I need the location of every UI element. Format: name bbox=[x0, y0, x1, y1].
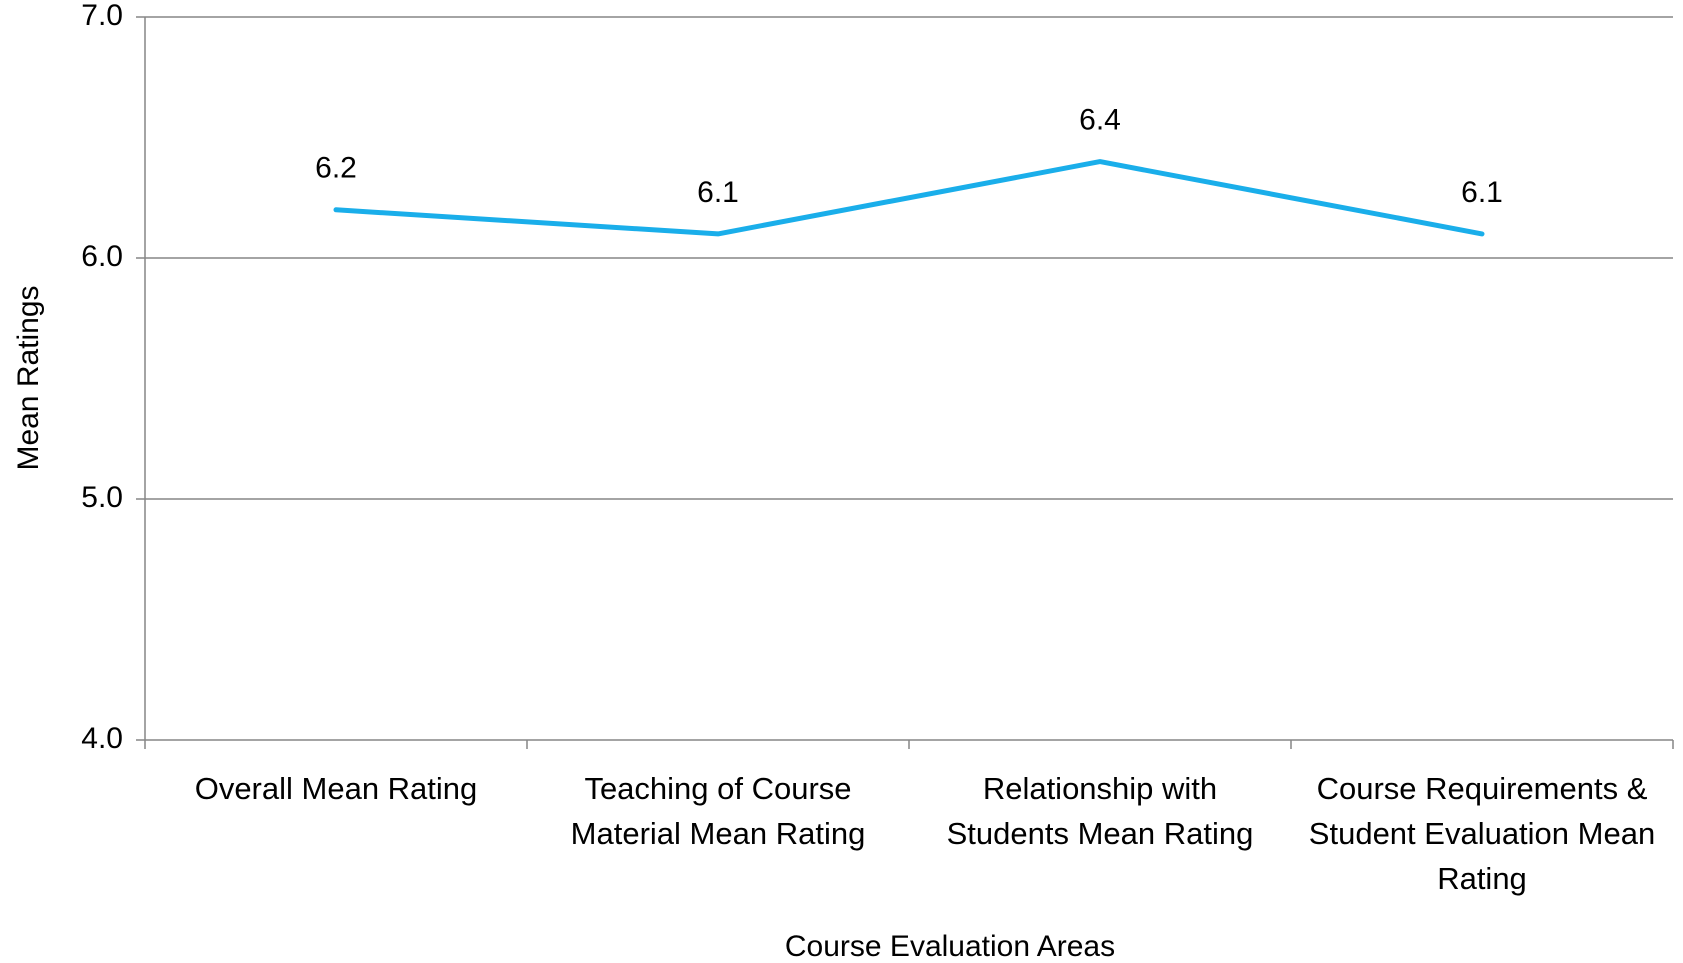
y-tick-label: 4.0 bbox=[81, 722, 123, 755]
y-tick-label: 6.0 bbox=[81, 240, 123, 273]
x-tick-label: Overall Mean Rating bbox=[194, 771, 478, 806]
data-label: 6.4 bbox=[1079, 104, 1121, 137]
y-tick-label: 7.0 bbox=[81, 0, 123, 32]
line bbox=[333, 159, 1485, 237]
y-tick-label: 5.0 bbox=[81, 481, 123, 514]
x-tick-label: Relationship with Students Mean Rating bbox=[946, 771, 1254, 851]
x-axis-title: Course Evaluation Areas bbox=[785, 930, 1115, 963]
data-label: 6.1 bbox=[697, 176, 739, 209]
data-label: 6.2 bbox=[315, 152, 357, 185]
x-tick-label: Teaching of Course Material Mean Rating bbox=[570, 771, 866, 851]
y-axis-title: Mean Ratings bbox=[12, 285, 45, 470]
data-label: 6.1 bbox=[1461, 176, 1503, 209]
x-tick-label: Course Requirements & Student Evaluation… bbox=[1308, 771, 1656, 896]
